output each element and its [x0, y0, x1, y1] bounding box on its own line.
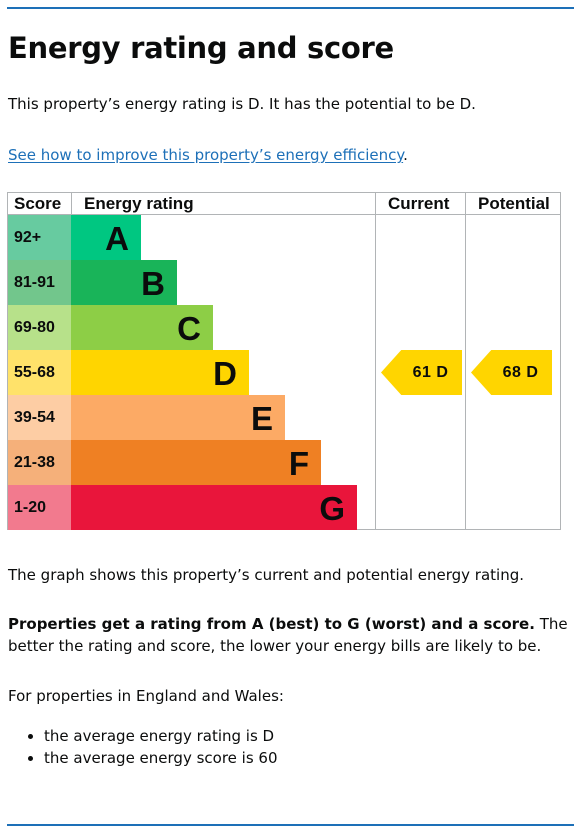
- band-score-c: 69-80: [8, 305, 71, 350]
- list-item: the average energy rating is D: [44, 725, 278, 747]
- band-score-f: 21-38: [8, 440, 71, 485]
- improve-efficiency-link[interactable]: See how to improve this property’s energ…: [8, 146, 404, 164]
- top-divider: [7, 7, 574, 9]
- chart-header-divider: [8, 214, 560, 215]
- averages-list: the average energy rating is D the avera…: [8, 725, 278, 769]
- score-column-header: Score: [14, 194, 62, 213]
- band-bar-f: F: [71, 440, 321, 485]
- bottom-divider: [7, 824, 574, 826]
- ratings-explanation-rest: The better the rating and score, the low…: [8, 615, 568, 655]
- link-suffix: .: [403, 146, 408, 164]
- band-score-e: 39-54: [8, 395, 71, 440]
- band-score-b: 81-91: [8, 260, 71, 305]
- rating-column-header: Energy rating: [84, 194, 194, 213]
- band-score-a: 92+: [8, 215, 71, 260]
- energy-rating-chart: Score Energy rating Current Potential 92…: [7, 192, 561, 530]
- band-bar-c: C: [71, 305, 213, 350]
- band-bar-b: B: [71, 260, 177, 305]
- current-rating-arrow: 61 D: [381, 350, 462, 395]
- ratings-explanation: Properties get a rating from A (best) to…: [8, 613, 568, 657]
- region-intro: For properties in England and Wales:: [8, 687, 284, 705]
- ratings-explanation-bold: Properties get a rating from A (best) to…: [8, 615, 535, 633]
- list-item: the average energy score is 60: [44, 747, 278, 769]
- chart-divider: [465, 193, 466, 529]
- band-score-d: 55-68: [8, 350, 71, 395]
- page-title: Energy rating and score: [8, 31, 394, 65]
- band-bar-g: G: [71, 485, 357, 530]
- chart-divider: [375, 193, 376, 529]
- band-score-g: 1-20: [8, 485, 71, 530]
- rating-summary: This property’s energy rating is D. It h…: [8, 95, 476, 113]
- band-bar-e: E: [71, 395, 285, 440]
- band-bar-d: D: [71, 350, 249, 395]
- potential-column-header: Potential: [478, 194, 550, 213]
- potential-rating-arrow: 68 D: [471, 350, 552, 395]
- graph-note: The graph shows this property’s current …: [8, 566, 524, 584]
- improve-link-paragraph: See how to improve this property’s energ…: [8, 144, 568, 166]
- band-bar-a: A: [71, 215, 141, 260]
- current-column-header: Current: [388, 194, 450, 213]
